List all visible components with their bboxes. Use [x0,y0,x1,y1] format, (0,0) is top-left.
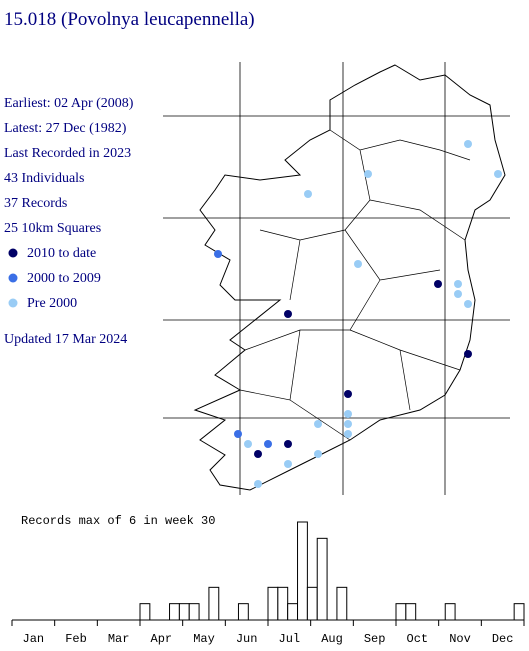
stat-line: Latest: 27 Dec (1982) [4,121,127,136]
month-label: Nov [449,632,471,646]
histogram-caption: Records max of 6 in week 30 [21,514,215,528]
record-dot [304,190,312,198]
legend-label: Pre 2000 [27,296,77,311]
record-dot [344,430,352,438]
record-dot [244,440,252,448]
record-dot [364,170,372,178]
county-borders [239,129,471,441]
month-label: Feb [65,632,87,646]
record-dot [254,480,262,488]
stat-line: Last Recorded in 2023 [4,146,131,161]
bar [208,586,220,621]
record-dot [344,390,352,398]
stat-line: 43 Individuals [4,171,85,186]
record-dot [464,300,472,308]
record-dot [454,280,462,288]
grid [163,62,510,495]
stat-line: Earliest: 02 Apr (2008) [4,96,134,111]
month-label: Jan [23,632,45,646]
bar [297,521,308,621]
bar [513,603,525,621]
month-label: Mar [108,632,130,646]
month-label: Dec [492,632,514,646]
record-dot [264,440,272,448]
record-dot [434,280,442,288]
legend-label: 2010 to date [27,246,96,261]
month-label: May [193,632,215,646]
legend-label: 2000 to 2009 [27,271,101,286]
coastline [193,64,506,491]
record-dot [344,410,352,418]
record-dot [284,310,292,318]
record-dot [214,250,222,258]
record-dot [314,420,322,428]
legend-dot [8,248,18,258]
bar [316,537,328,621]
bar [139,603,151,621]
bar [444,603,456,621]
bar [169,603,180,621]
record-dot [494,170,502,178]
map [163,62,510,495]
month-label: Jul [279,632,301,646]
bar [237,603,249,621]
updated: Updated 17 Mar 2024 [4,332,127,347]
record-dot [354,260,362,268]
bar [395,603,407,621]
bar [277,586,289,621]
title: 15.018 (Povolnya leucapennella) [4,9,255,30]
bar [287,603,299,621]
record-dot [454,290,462,298]
bar [405,603,417,621]
month-label: Oct [407,632,429,646]
month-label: Jun [236,632,258,646]
legend-dot [8,273,18,283]
legend-dot [8,298,18,308]
record-dot [284,440,292,448]
record-dot [344,420,352,428]
bar [336,586,348,621]
record-dot [284,460,292,468]
record-dot [464,350,472,358]
month-label: Sep [364,632,386,646]
month-label: Apr [151,632,173,646]
bar [188,603,200,621]
bar [178,603,190,621]
record-dot [254,450,262,458]
record-dot [464,140,472,148]
stat-line: 25 10km Squares [4,221,101,236]
record-dot [234,430,242,438]
stat-line: 37 Records [4,196,67,211]
bar [267,586,279,621]
month-label: Aug [321,632,343,646]
bar [306,586,318,621]
record-dot [314,450,322,458]
